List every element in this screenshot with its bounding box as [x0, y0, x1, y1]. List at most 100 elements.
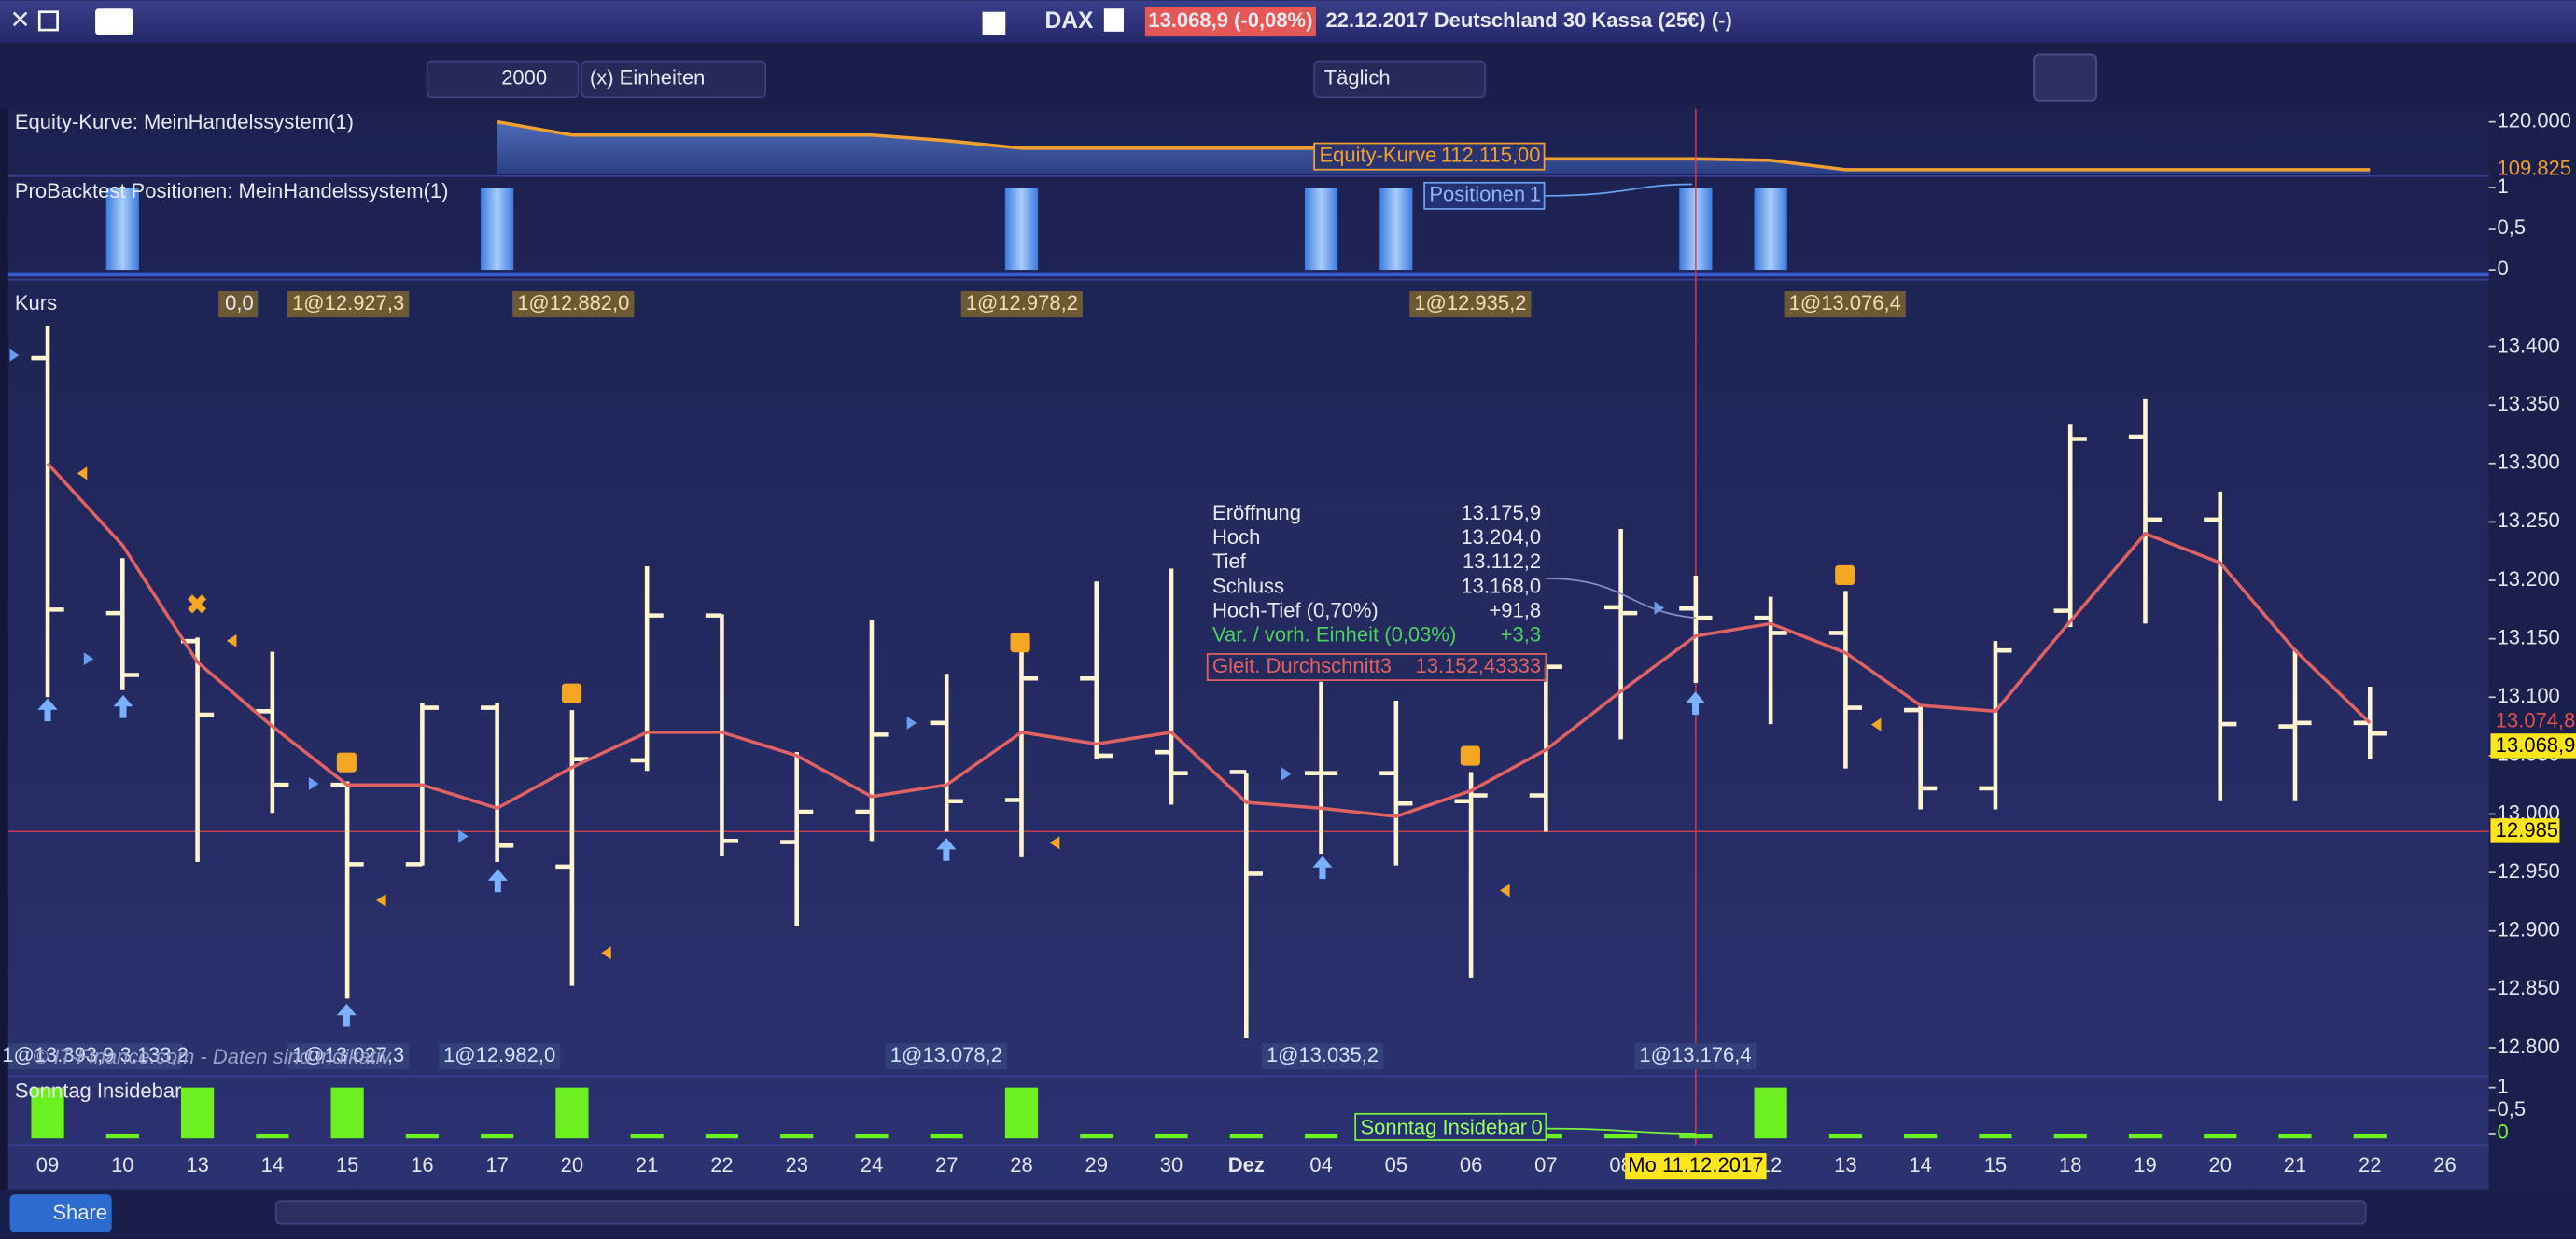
unit[interactable]: (x) Einheiten	[590, 66, 706, 90]
y-tick-label: 13.100	[2498, 684, 2560, 707]
share-button[interactable]	[9, 1194, 112, 1232]
x-tick-label: 13	[1834, 1153, 1856, 1176]
trade-label: 1@13.393,9 3.133,2	[2, 1043, 189, 1066]
signal-triangle	[601, 946, 611, 960]
close-icon[interactable]: ✕	[10, 6, 31, 34]
buy-arrow	[1312, 856, 1333, 880]
signal-triangle	[308, 776, 319, 791]
indicator-button[interactable]	[2033, 53, 2097, 102]
tooltip-label: Hoch	[1212, 525, 1260, 549]
x-tick-label: Dez	[1228, 1153, 1265, 1176]
insidebar-bar	[1604, 1133, 1638, 1139]
unit-select[interactable]	[581, 60, 767, 99]
tooltip-label: Eröffnung	[1212, 501, 1301, 524]
description: 22.12.2017 Deutschland 30 Kassa (25€) (-…	[1325, 8, 1731, 32]
signal-square	[561, 683, 582, 703]
moving-average	[46, 462, 2372, 818]
insidebar-bar	[405, 1133, 439, 1139]
trade-label: 1@13.035,2	[1267, 1043, 1379, 1066]
x-tick-label: 26	[2433, 1153, 2456, 1176]
period[interactable]: Täglich	[1324, 66, 1391, 90]
period-select[interactable]	[1313, 60, 1487, 99]
trade-label-box	[960, 290, 1083, 318]
y-tick-label: 0,5	[2498, 1097, 2527, 1121]
crosshair-date-box	[1625, 1153, 1767, 1180]
x-tick-label: 13	[186, 1153, 208, 1176]
tooltip-ma-box	[1206, 653, 1547, 682]
y-tick-label: 0	[2498, 1121, 2509, 1144]
quantity-input[interactable]	[426, 60, 580, 99]
positions-legend-box	[1423, 181, 1546, 210]
signal-cross: ✖	[186, 590, 208, 619]
x-tick-label: 28	[1010, 1153, 1032, 1176]
trade-label: 1@12.935,2	[1414, 291, 1526, 314]
signal-triangle	[1500, 884, 1510, 898]
x-tick-label: 27	[935, 1153, 958, 1176]
signal-triangle	[77, 466, 88, 480]
quote-box	[1144, 7, 1316, 37]
insidebar-bar	[2204, 1133, 2237, 1139]
x-tick-label: 18	[2059, 1153, 2081, 1176]
insidebar-bar	[1904, 1133, 1938, 1139]
tooltip-value: +3,3	[1501, 622, 1541, 646]
maximize-icon[interactable]	[37, 10, 59, 32]
insidebar-bar	[481, 1133, 514, 1139]
title-value-box	[218, 290, 259, 318]
position-bar	[1304, 188, 1338, 271]
x-tick-label: 05	[1385, 1153, 1407, 1176]
price-title: Kurs	[15, 291, 57, 314]
x-tick-label: 14	[1909, 1153, 1931, 1176]
insidebar-bar	[1229, 1133, 1263, 1139]
scrollbar[interactable]	[274, 1200, 2367, 1225]
x-tick-label: 09	[36, 1153, 59, 1176]
x-tick-label: 20	[2208, 1153, 2231, 1176]
last-price-label: 13.068,9	[2496, 733, 2576, 757]
instrument[interactable]: DAX	[1044, 8, 1094, 34]
tooltip-label: Gleit. Durchschnitt3	[1212, 654, 1392, 677]
buy-arrow	[37, 698, 58, 722]
keyboard-icon[interactable]	[95, 8, 133, 35]
buy-arrow	[1685, 691, 1706, 716]
y-tick-label: 12.850	[2498, 976, 2560, 999]
insidebar-bar	[1679, 1133, 1713, 1139]
insidebar-bar	[555, 1087, 589, 1139]
x-tick-label: 19	[2134, 1153, 2156, 1176]
trade-label-box	[1409, 290, 1532, 318]
tooltip-label: Var. / vorh. Einheit (0,03%)	[1212, 622, 1456, 646]
insidebar-bar	[1080, 1133, 1113, 1139]
quantity[interactable]: 2000	[501, 66, 547, 90]
x-tick-label: 17	[485, 1153, 508, 1176]
tooltip-box	[1207, 501, 1547, 682]
tooltip-label: Hoch-Tief (0,70%)	[1212, 598, 1379, 621]
insidebar-title: Sonntag Insidebar	[15, 1079, 182, 1103]
x-tick-label: 15	[336, 1153, 358, 1176]
h-line-label: 12.985	[2496, 818, 2558, 842]
trade-label-box	[885, 1043, 1008, 1070]
trade-label: 1@13.176,4	[1639, 1043, 1751, 1066]
tooltip-value: 13.168,0	[1461, 574, 1541, 597]
tooltip-connector	[1546, 578, 1696, 620]
tooltip-value: 13.152,43333	[1415, 654, 1541, 677]
insidebar-bar	[705, 1133, 739, 1139]
insidebar-bar	[1828, 1133, 1863, 1139]
signal-triangle	[906, 716, 917, 730]
trade-label-box	[1634, 1043, 1757, 1070]
insidebar-bar	[1754, 1087, 1787, 1139]
trade-label: 1@12.927,3	[292, 291, 404, 314]
insidebar-bar	[256, 1133, 289, 1139]
insidebar-bar	[1304, 1133, 1338, 1139]
share-label[interactable]: Share	[52, 1201, 107, 1224]
info-icon[interactable]	[1103, 8, 1124, 32]
insidebar-bar	[1155, 1133, 1188, 1139]
x-tick-label: 16	[411, 1153, 433, 1176]
y-tick-label: 13.350	[2498, 392, 2560, 415]
insidebar-bar	[105, 1133, 139, 1139]
insidebar-bar	[780, 1133, 814, 1139]
trade-label: 1@13.027,3	[292, 1043, 404, 1066]
signal-square	[1010, 633, 1030, 653]
chart-type-icon[interactable]	[982, 11, 1006, 35]
positions-legend-name: Positionen	[1429, 183, 1525, 206]
signal-triangle	[458, 829, 469, 843]
